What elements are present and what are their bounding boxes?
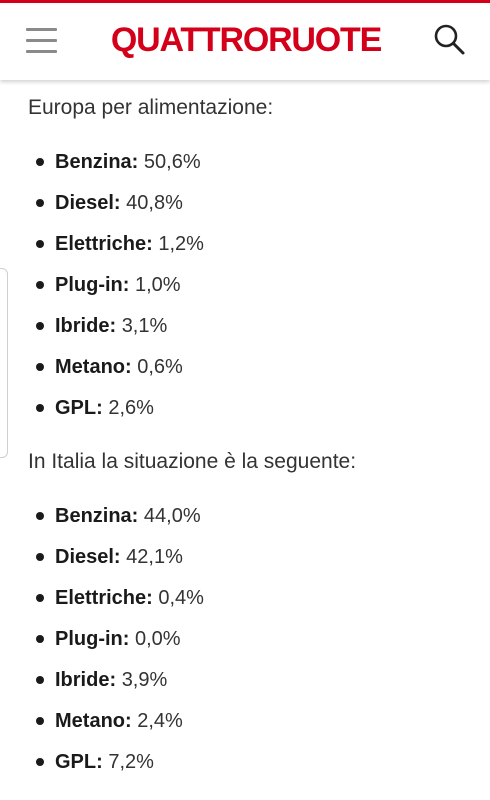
fuel-value: 44,0% (143, 505, 201, 527)
fuel-value: 50,6% (143, 151, 201, 173)
fuel-label: GPL: (55, 751, 103, 773)
fuel-label: Ibride: (55, 315, 117, 337)
fuel-value: 3,1% (121, 315, 168, 337)
bullet-icon (36, 404, 44, 412)
fuel-value: 1,0% (135, 274, 181, 296)
fuel-label: Metano: (55, 356, 132, 378)
bullet-icon (36, 553, 44, 561)
bullet-icon (36, 322, 44, 330)
fuel-value: 0,4% (158, 587, 204, 609)
bullet-icon (36, 240, 44, 248)
fuel-value: 7,2% (108, 751, 154, 773)
fuel-value: 2,4% (137, 710, 183, 732)
italy-intro-paragraph: In Italia la situazione è la seguente: (28, 450, 357, 473)
fuel-label: Diesel: (55, 546, 121, 568)
fuel-value: 3,9% (121, 669, 168, 691)
search-icon[interactable] (432, 22, 466, 56)
fuel-label: Ibride: (55, 669, 117, 691)
fuel-label: Metano: (55, 710, 132, 732)
fuel-label: Elettriche: (55, 233, 153, 255)
bullet-icon (36, 676, 44, 684)
fuel-label: Diesel: (55, 192, 121, 214)
fuel-value: 0,0% (135, 628, 181, 650)
bullet-icon (36, 281, 44, 289)
quattroruote-logo[interactable]: QUATTRORUOTE (110, 21, 382, 59)
accent-line (0, 0, 490, 3)
fuel-value: 42,1% (126, 546, 183, 568)
europe-intro-paragraph: Europa per alimentazione: (28, 96, 274, 119)
fuel-label: Plug-in: (55, 628, 130, 650)
bullet-icon (36, 717, 44, 725)
edge-panel-handle[interactable] (0, 268, 8, 458)
bullet-icon (36, 594, 44, 602)
bullet-icon (36, 158, 44, 166)
hamburger-menu-icon[interactable] (26, 28, 58, 54)
fuel-value: 40,8% (126, 192, 183, 214)
fuel-value: 1,2% (158, 233, 204, 255)
bullet-icon (36, 199, 44, 207)
top-app-bar: QUATTRORUOTE (0, 0, 490, 80)
fuel-label: Plug-in: (55, 274, 130, 296)
fuel-label: Benzina: (55, 505, 139, 527)
bullet-icon (36, 758, 44, 766)
fuel-label: Elettriche: (55, 587, 153, 609)
bullet-icon (36, 635, 44, 643)
bullet-icon (36, 512, 44, 520)
bullet-icon (36, 363, 44, 371)
fuel-label: Benzina: (55, 151, 139, 173)
fuel-value: 0,6% (137, 356, 183, 378)
fuel-label: GPL: (55, 397, 103, 419)
fuel-value: 2,6% (108, 397, 154, 419)
